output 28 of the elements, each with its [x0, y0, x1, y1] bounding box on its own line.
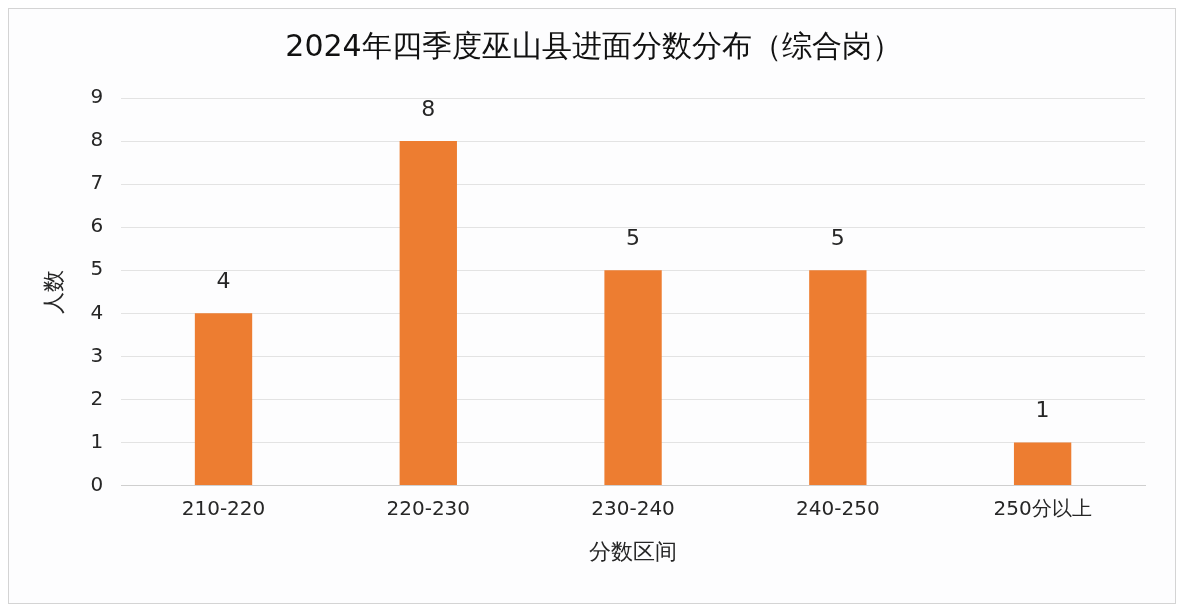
y-tick-label: 5	[90, 256, 104, 281]
x-tick-label: 210-220	[181, 495, 266, 520]
data-label: 5	[626, 224, 641, 250]
y-tick-label: 6	[90, 213, 104, 238]
y-tick-label: 7	[90, 170, 104, 195]
data-label: 8	[421, 95, 436, 121]
data-label: 4	[216, 268, 231, 294]
bar	[399, 141, 457, 486]
bar	[1013, 442, 1072, 486]
chart-title: 2024年四季度巫山县进面分数分布（综合岗）	[285, 27, 902, 63]
y-tick-label: 8	[90, 127, 104, 152]
y-tick-label: 0	[90, 471, 104, 496]
x-axis-title: 分数区间	[589, 538, 678, 564]
data-label: 1	[1035, 397, 1050, 423]
x-tick-label: 220-230	[386, 495, 471, 520]
y-tick-label: 4	[90, 299, 104, 324]
data-label: 5	[830, 224, 845, 250]
x-tick-label: 230-240	[591, 495, 675, 520]
x-tick-label: 240-250	[796, 495, 880, 520]
x-tick-label: 250分以上	[993, 495, 1092, 520]
y-axis-title: 人数	[40, 269, 66, 314]
y-tick-label: 2	[90, 385, 104, 410]
bar	[809, 270, 867, 486]
y-tick-label: 9	[90, 84, 104, 109]
bar	[604, 270, 662, 486]
y-tick-label: 1	[90, 428, 104, 453]
bar	[194, 313, 253, 486]
y-tick-label: 3	[90, 342, 104, 367]
